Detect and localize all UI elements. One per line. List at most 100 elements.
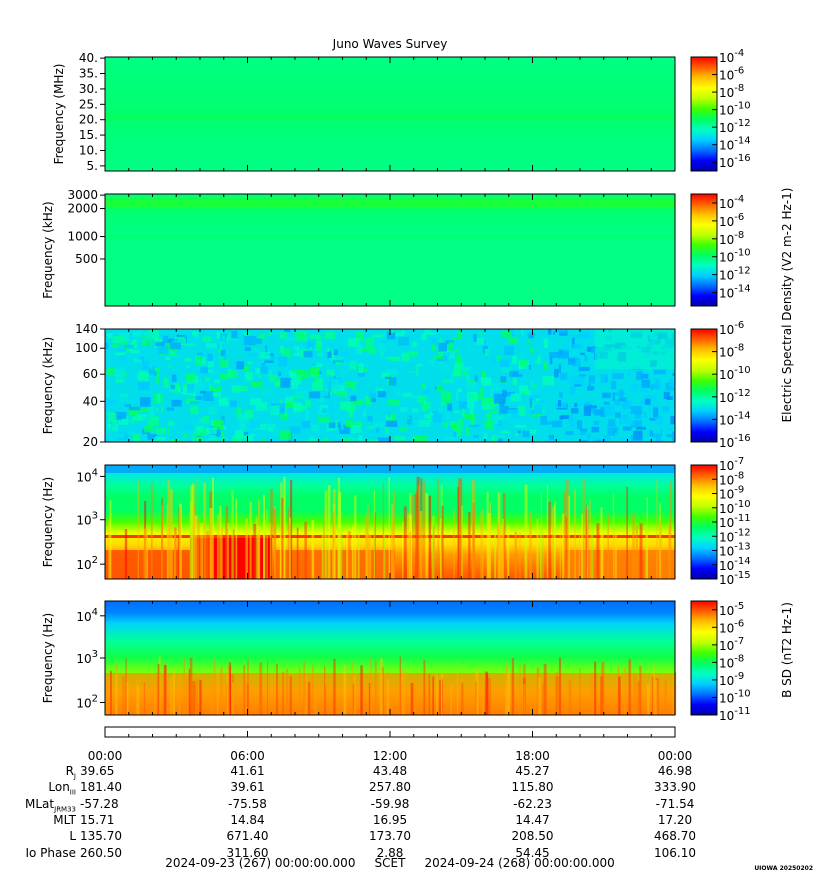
colorbar-3: 10-6 10-8 10-10 10-12 10-14 10-16 bbox=[690, 320, 751, 450]
ephemeris-label: LonIII bbox=[48, 780, 76, 797]
y-tick-label: 25. bbox=[79, 97, 98, 111]
y-tick-label: 35. bbox=[79, 67, 98, 81]
colorbar-tick-label: 10-4 bbox=[719, 194, 744, 211]
y-axis-label: Frequency (Hz) bbox=[41, 477, 55, 568]
colorbar-tick-label: 10-11 bbox=[719, 513, 751, 530]
panel-2 bbox=[105, 194, 675, 306]
colorbar-tick-label: 10-9 bbox=[719, 485, 744, 502]
panel-2-spectrogram bbox=[105, 194, 675, 306]
colorbar-tick-label: 10-8 bbox=[719, 343, 744, 360]
y-tick-label: 40 bbox=[83, 394, 98, 408]
y-tick-label: 100 bbox=[75, 341, 98, 355]
ephemeris-label: Io Phase bbox=[25, 845, 76, 860]
y-tick-label: 5. bbox=[87, 159, 98, 173]
colorbar-tick-label: 10-7 bbox=[719, 636, 744, 653]
y-tick-label: 103 bbox=[76, 511, 98, 528]
time-tick-label: 00:00 bbox=[657, 749, 693, 763]
colorbar-tick-label: 10-5 bbox=[719, 601, 744, 618]
panel-3-axes: 20 40 60 100 140 Frequency (kHz) bbox=[41, 322, 676, 449]
colorbar-tick-label: 10-8 bbox=[719, 230, 744, 247]
ephemeris-value: 173.70 bbox=[369, 829, 411, 844]
colorbar-tick-label: 10-8 bbox=[719, 470, 744, 487]
ephemeris-value: 43.48 bbox=[372, 764, 408, 778]
ephemeris-value: 115.80 bbox=[511, 780, 554, 795]
colorbar-tick-label: 10-15 bbox=[719, 570, 751, 587]
y-tick-label: 2000 bbox=[67, 202, 98, 216]
colorbar-tick-label: 10-12 bbox=[719, 388, 751, 405]
ephemeris-value: 16.95 bbox=[372, 812, 408, 827]
colorbar-tick-label: 10-16 bbox=[719, 433, 751, 450]
scet-line: 2024-09-23 (267) 00:00:00.000 SCET 2024-… bbox=[0, 856, 780, 870]
colorbar-tick-label: 10-6 bbox=[719, 212, 744, 229]
ephemeris-value: 135.70 bbox=[80, 829, 122, 844]
ephemeris-value: 311.60 bbox=[226, 845, 269, 860]
colorbar-tick-label: 10-10 bbox=[719, 688, 751, 705]
colorbar-tick-label: 10-14 bbox=[719, 410, 751, 427]
colorbar-tick-label: 10-13 bbox=[719, 542, 751, 559]
y-axis-label: Frequency (kHz) bbox=[41, 337, 55, 434]
panel-4-axes: 102 103 104 Frequency (Hz) bbox=[41, 464, 676, 580]
panel-1-axes: 5. 10.15.20. 25.30.35. 40. Frequency (MHz) bbox=[52, 51, 676, 173]
time-tick-label: 18:00 bbox=[515, 749, 550, 763]
ephemeris-value: 45.27 bbox=[515, 764, 550, 778]
ephemeris-value: 106.10 bbox=[654, 845, 696, 860]
panel-1-spectrogram bbox=[105, 57, 675, 171]
ephemeris-value: 14.47 bbox=[515, 812, 550, 827]
y-tick-label: 1000 bbox=[67, 230, 98, 244]
colorbar-tick-label: 10-10 bbox=[719, 101, 751, 118]
ephemeris-value: -62.23 bbox=[513, 796, 552, 811]
y-tick-label: 102 bbox=[76, 693, 98, 710]
y-tick-label: 104 bbox=[76, 467, 98, 484]
ephemeris-value: -75.58 bbox=[228, 796, 267, 811]
colorbar-tick-label: 10-12 bbox=[719, 118, 751, 135]
ephemeris-value: 39.61 bbox=[230, 780, 265, 795]
ephemeris-value: 41.61 bbox=[230, 764, 265, 778]
ephemeris-label: MLatJRM33 bbox=[25, 796, 76, 813]
ephemeris-value: -57.28 bbox=[80, 796, 119, 811]
ephemeris-value: -59.98 bbox=[370, 796, 410, 811]
y-tick-label: 102 bbox=[76, 555, 98, 572]
ephemeris-value: 39.65 bbox=[80, 764, 115, 778]
ephemeris-value: 257.80 bbox=[369, 780, 411, 795]
y-tick-label: 40. bbox=[79, 51, 98, 65]
ephemeris-value: 260.50 bbox=[80, 845, 122, 860]
ephemeris-value: 14.84 bbox=[230, 812, 265, 827]
ephemeris-value: 2.88 bbox=[376, 845, 404, 860]
colorbar-tick-label: 10-4 bbox=[719, 48, 744, 65]
y-tick-label: 3000 bbox=[67, 188, 98, 202]
colorbar-tick-label: 10-14 bbox=[719, 556, 751, 573]
y-tick-label: 20 bbox=[83, 435, 98, 449]
y-axis-label: Frequency (Hz) bbox=[41, 613, 55, 704]
colorbar-tick-label: 10-11 bbox=[719, 706, 751, 723]
y-tick-label: 10. bbox=[79, 143, 98, 157]
time-axis bbox=[104, 726, 676, 738]
colorbar-tick-label: 10-12 bbox=[719, 527, 751, 544]
colorbar-tick-label: 10-10 bbox=[719, 248, 751, 265]
scet-label: SCET bbox=[374, 856, 406, 870]
colorbar-tick-label: 10-16 bbox=[719, 153, 751, 170]
y-tick-label: 500 bbox=[75, 252, 98, 266]
y-tick-label: 103 bbox=[76, 649, 98, 666]
time-tick-label: 00:00 bbox=[87, 749, 123, 763]
y-tick-label: 30. bbox=[79, 82, 98, 96]
colorbar-4: 10-710-810-910-1010-1110-1210-1310-1410-… bbox=[690, 456, 751, 587]
panel-4-texture bbox=[105, 465, 675, 579]
colorbar-tick-label: 10-8 bbox=[719, 83, 744, 100]
y-tick-label: 60 bbox=[83, 367, 98, 381]
colorbar-tick-label: 10-14 bbox=[719, 284, 751, 301]
colorbar-tick-label: 10-6 bbox=[719, 66, 744, 83]
colorbar-tick-label: 10-10 bbox=[719, 499, 751, 516]
y-tick-label: 15. bbox=[79, 128, 98, 142]
scet-start: 2024-09-23 (267) 00:00:00.000 bbox=[165, 856, 356, 870]
colorbar-tick-label: 10-6 bbox=[719, 618, 744, 635]
ephemeris-value: 17.20 bbox=[657, 812, 693, 827]
colorbar-tick-label: 10-9 bbox=[719, 671, 744, 688]
time-tick-label: 12:00 bbox=[372, 749, 408, 763]
footnote: UIOWA 20250202 bbox=[754, 865, 813, 872]
ephemeris-value: 671.40 bbox=[226, 829, 269, 844]
